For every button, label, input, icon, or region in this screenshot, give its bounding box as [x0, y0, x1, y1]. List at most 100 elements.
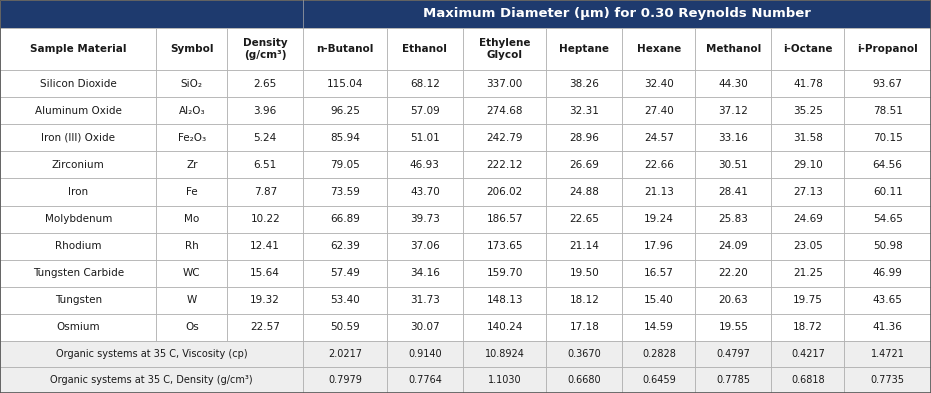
- Bar: [227, 260, 304, 287]
- Text: 19.55: 19.55: [719, 322, 749, 332]
- Bar: [386, 124, 463, 151]
- Text: 43.70: 43.70: [410, 187, 439, 197]
- Text: 18.12: 18.12: [570, 296, 600, 305]
- Bar: [156, 233, 227, 260]
- Text: 17.96: 17.96: [644, 241, 674, 251]
- Text: 18.72: 18.72: [793, 322, 823, 332]
- Text: 10.8924: 10.8924: [485, 349, 524, 359]
- Bar: [772, 233, 844, 260]
- Text: 159.70: 159.70: [486, 268, 523, 278]
- Bar: [304, 314, 386, 341]
- Bar: [844, 124, 931, 151]
- Text: Methanol: Methanol: [706, 44, 761, 54]
- Bar: [386, 341, 463, 367]
- Bar: [0, 206, 156, 233]
- Bar: [546, 124, 623, 151]
- Bar: [386, 178, 463, 206]
- Text: 0.6818: 0.6818: [791, 375, 825, 385]
- Text: 57.09: 57.09: [410, 106, 439, 116]
- Text: 62.39: 62.39: [331, 241, 360, 251]
- Text: 186.57: 186.57: [486, 214, 523, 224]
- Bar: [546, 341, 623, 367]
- Bar: [227, 151, 304, 178]
- Bar: [463, 70, 546, 97]
- Text: 73.59: 73.59: [331, 187, 360, 197]
- Bar: [844, 341, 931, 367]
- Bar: [304, 97, 386, 124]
- Text: 140.24: 140.24: [486, 322, 523, 332]
- Text: 35.25: 35.25: [793, 106, 823, 116]
- Bar: [772, 314, 844, 341]
- Bar: [695, 70, 772, 97]
- Bar: [386, 260, 463, 287]
- Text: 17.18: 17.18: [570, 322, 600, 332]
- Text: 38.26: 38.26: [570, 79, 600, 88]
- Text: Al₂O₃: Al₂O₃: [179, 106, 205, 116]
- Bar: [695, 233, 772, 260]
- Bar: [304, 70, 386, 97]
- Bar: [304, 233, 386, 260]
- Bar: [386, 97, 463, 124]
- Text: Zirconium: Zirconium: [52, 160, 104, 170]
- Bar: [156, 70, 227, 97]
- Bar: [304, 206, 386, 233]
- Bar: [623, 233, 695, 260]
- Bar: [772, 151, 844, 178]
- Text: Iron (III) Oxide: Iron (III) Oxide: [41, 133, 115, 143]
- Bar: [695, 314, 772, 341]
- Bar: [695, 287, 772, 314]
- Text: 57.49: 57.49: [331, 268, 360, 278]
- Text: 21.25: 21.25: [793, 268, 823, 278]
- Text: Aluminum Oxide: Aluminum Oxide: [34, 106, 122, 116]
- Text: Tungsten: Tungsten: [55, 296, 101, 305]
- Text: 30.07: 30.07: [410, 322, 439, 332]
- Text: 20.63: 20.63: [719, 296, 749, 305]
- Text: 54.65: 54.65: [872, 214, 903, 224]
- Bar: [463, 341, 546, 367]
- Bar: [156, 151, 227, 178]
- Bar: [623, 341, 695, 367]
- Bar: [844, 28, 931, 70]
- Bar: [156, 314, 227, 341]
- Text: Molybdenum: Molybdenum: [45, 214, 112, 224]
- Text: Ethanol: Ethanol: [402, 44, 447, 54]
- Bar: [695, 151, 772, 178]
- Bar: [227, 287, 304, 314]
- Bar: [772, 287, 844, 314]
- Bar: [386, 70, 463, 97]
- Bar: [304, 124, 386, 151]
- Text: 25.83: 25.83: [719, 214, 749, 224]
- Bar: [546, 314, 623, 341]
- Bar: [386, 206, 463, 233]
- Text: 173.65: 173.65: [486, 241, 523, 251]
- Text: 50.98: 50.98: [872, 241, 902, 251]
- Text: 0.7979: 0.7979: [328, 375, 362, 385]
- Text: 32.31: 32.31: [570, 106, 600, 116]
- Bar: [546, 287, 623, 314]
- Text: Osmium: Osmium: [57, 322, 100, 332]
- Text: 22.65: 22.65: [570, 214, 600, 224]
- Bar: [695, 341, 772, 367]
- Bar: [623, 151, 695, 178]
- Text: 39.73: 39.73: [410, 214, 439, 224]
- Text: 222.12: 222.12: [486, 160, 523, 170]
- Text: 0.4217: 0.4217: [791, 349, 825, 359]
- Bar: [0, 233, 156, 260]
- Bar: [304, 178, 386, 206]
- Bar: [695, 97, 772, 124]
- Text: 96.25: 96.25: [331, 106, 360, 116]
- Bar: [386, 287, 463, 314]
- Text: 0.6459: 0.6459: [642, 375, 676, 385]
- Bar: [623, 124, 695, 151]
- Text: 64.56: 64.56: [872, 160, 903, 170]
- Text: 41.78: 41.78: [793, 79, 823, 88]
- Text: 27.40: 27.40: [644, 106, 674, 116]
- Text: n-Butanol: n-Butanol: [317, 44, 373, 54]
- Bar: [463, 287, 546, 314]
- Bar: [772, 206, 844, 233]
- Text: 32.40: 32.40: [644, 79, 674, 88]
- Bar: [227, 178, 304, 206]
- Bar: [623, 70, 695, 97]
- Text: 24.57: 24.57: [644, 133, 674, 143]
- Bar: [0, 314, 156, 341]
